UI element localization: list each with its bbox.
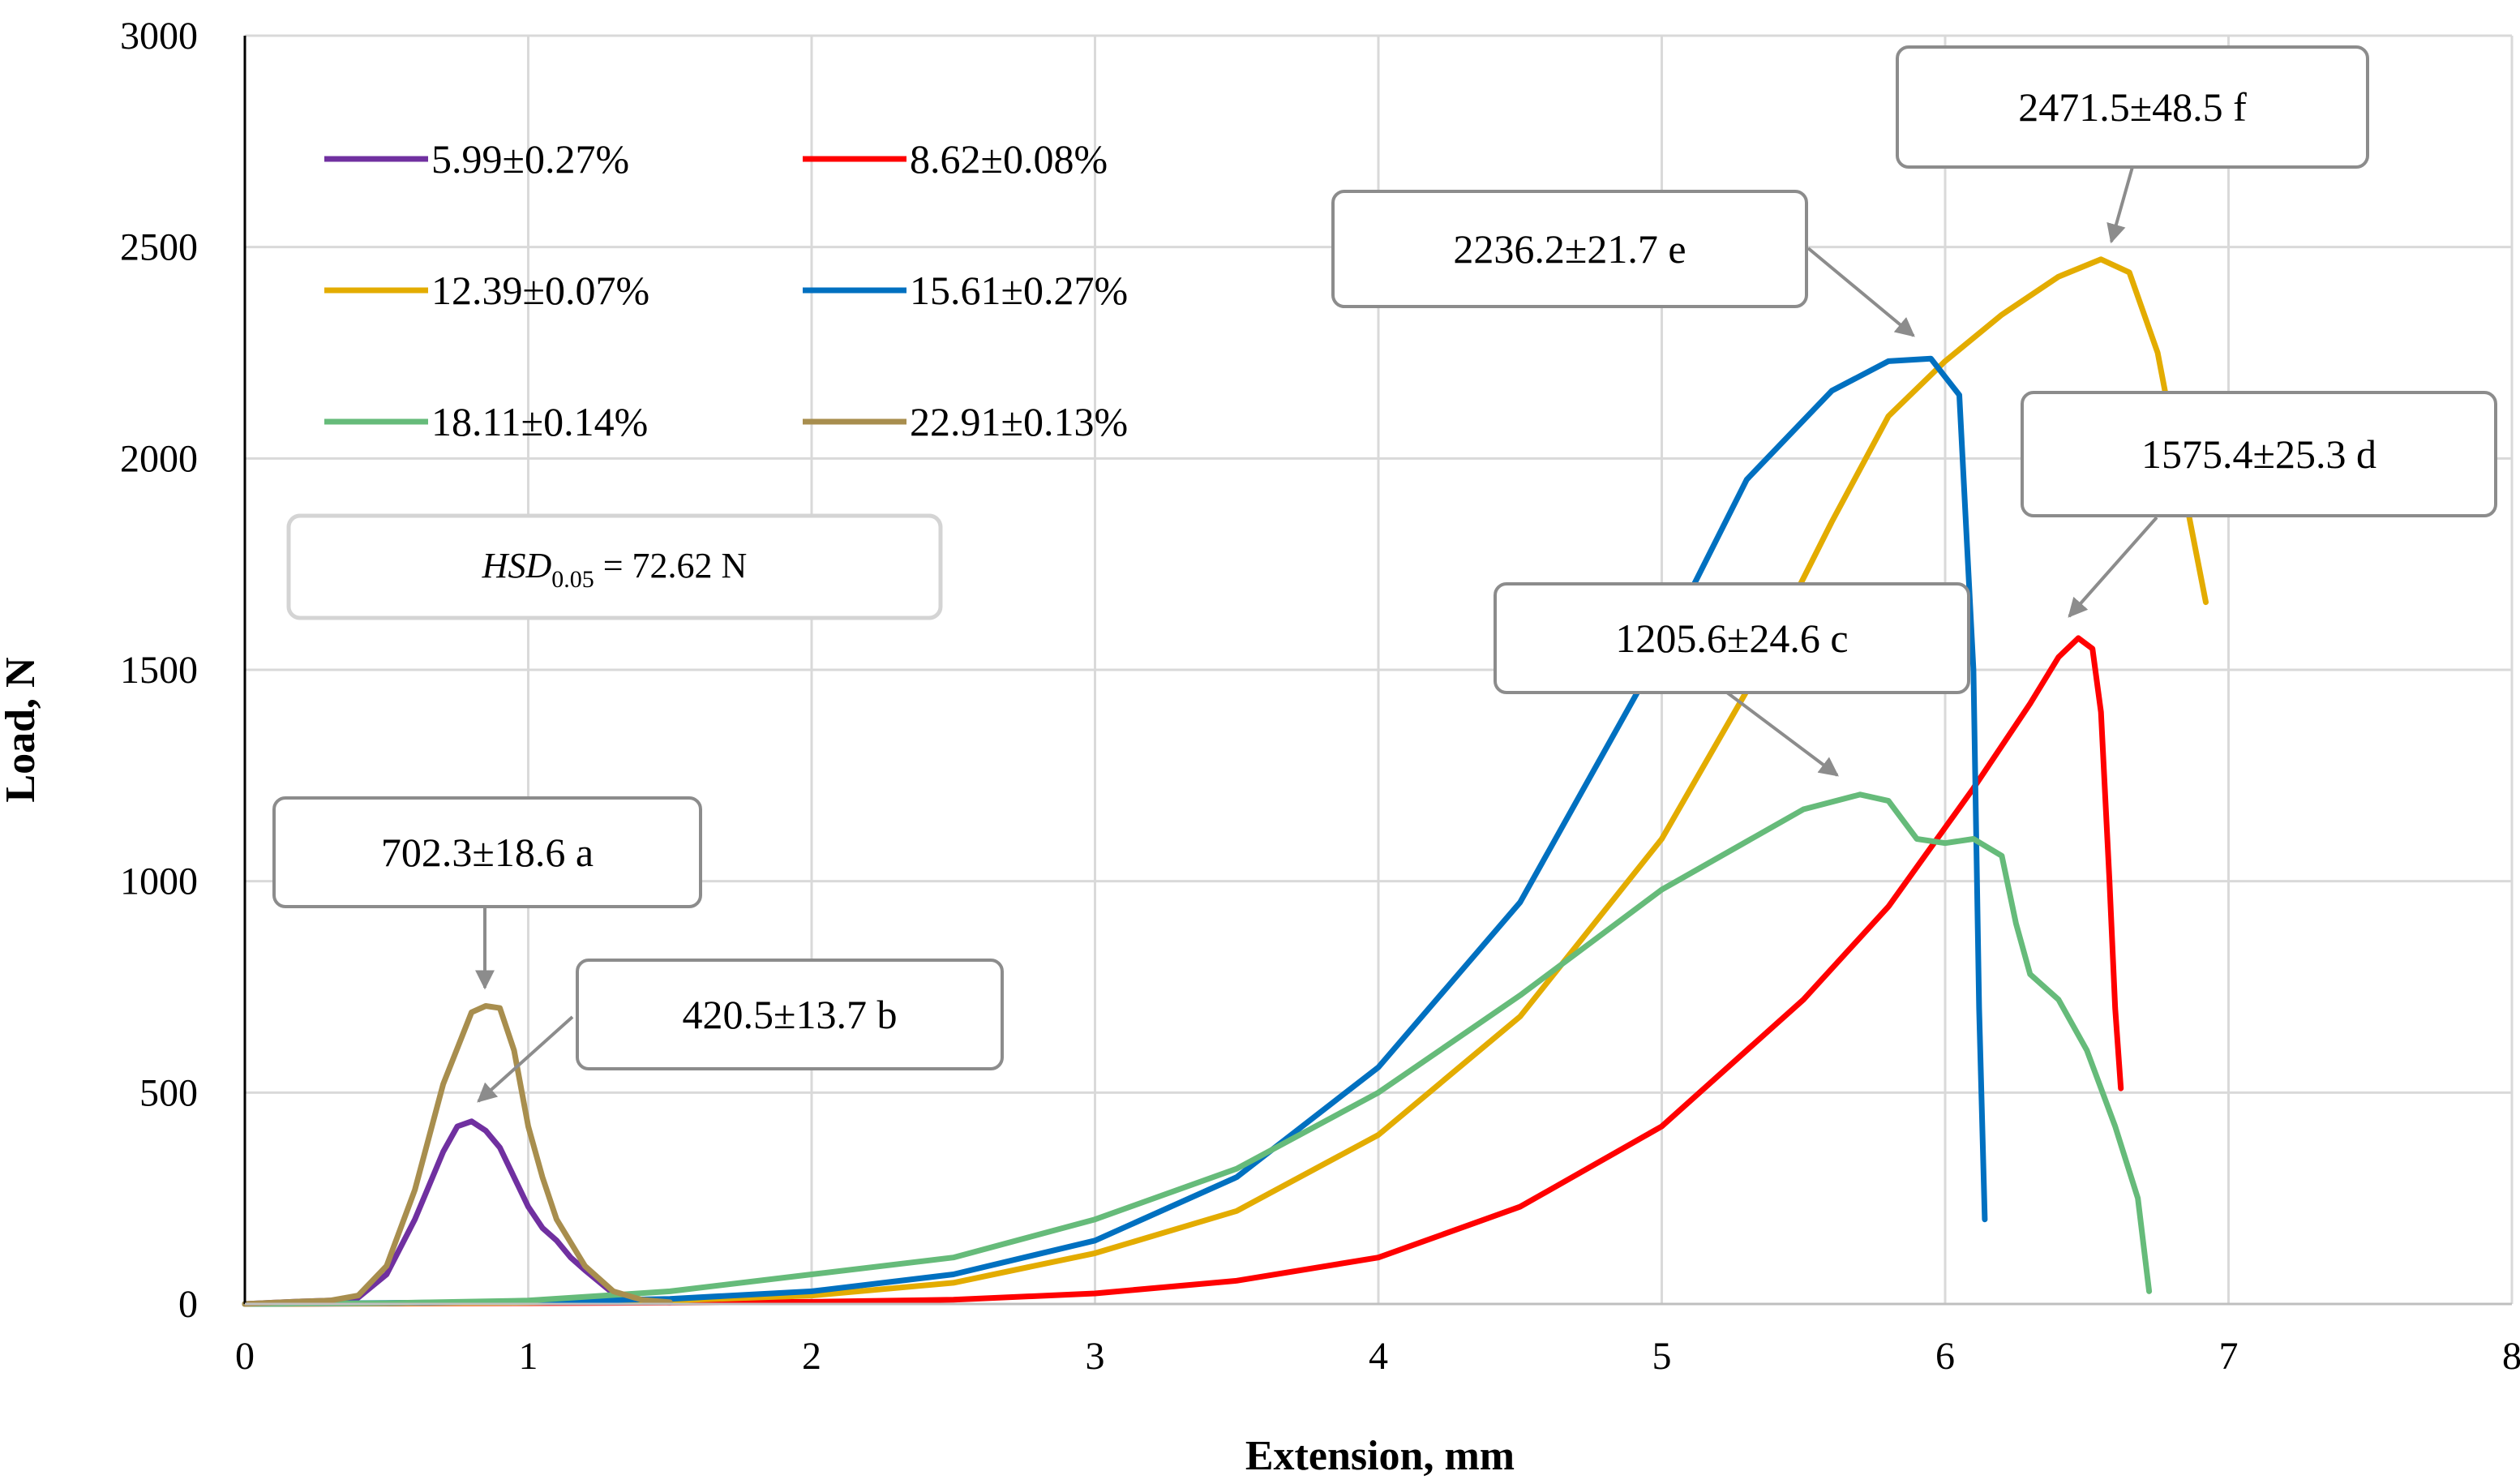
legend-entry: 8.62±0.08% (910, 136, 1108, 182)
legend-entry: 22.91±0.13% (910, 399, 1128, 444)
y-tick-label: 1500 (120, 649, 198, 692)
series-line (242, 1118, 673, 1307)
series-line (242, 1003, 673, 1307)
hsd-subscript: 0.05 (551, 566, 594, 593)
x-tick-label: 2 (802, 1335, 821, 1378)
y-axis-title: Load, N (0, 657, 44, 802)
y-tick-label: 500 (139, 1071, 198, 1114)
hsd-label: HSD0.05 = 72.62 N (482, 546, 748, 593)
legend: 5.99±0.27% 8.62±0.08% 12.39±0.07% 15.61±0.2… (324, 136, 1128, 444)
x-tick-label: 4 (1369, 1335, 1388, 1378)
callout-label: 1575.4±25.3 d (2141, 431, 2376, 477)
callout-label: 2471.5±48.5 f (2018, 84, 2247, 130)
series-line (242, 355, 1988, 1307)
legend-entry: 18.11±0.14% (431, 399, 648, 444)
y-tick-label: 2000 (120, 437, 198, 480)
series-line (242, 791, 2153, 1307)
hsd-label-box: HSD0.05 = 72.62 N (286, 513, 943, 620)
y-tick-label: 0 (178, 1283, 198, 1326)
callout-arrow (477, 1015, 574, 1103)
callout-arrow (2068, 516, 2158, 618)
x-tick-label: 6 (1935, 1335, 1955, 1378)
y-tick-label: 2500 (120, 226, 198, 269)
callout-arrow (1806, 247, 1915, 337)
callout-label: 702.3±18.6 a (381, 830, 594, 875)
axes (243, 36, 2512, 1306)
x-axis-title: Extension, mm (1245, 1433, 1515, 1479)
series-line (242, 635, 2124, 1307)
legend-entry: 15.61±0.27% (910, 268, 1128, 313)
callout-label: 1205.6±24.6 c (1615, 615, 1848, 661)
x-tick-label: 3 (1086, 1335, 1105, 1378)
callout-box (1896, 45, 2369, 169)
callout-arrow (2106, 166, 2134, 244)
callout-box (2021, 391, 2497, 517)
callout-box (272, 796, 702, 908)
callout-box (1494, 582, 1970, 694)
callout-label: 2236.2±21.7 e (1453, 226, 1686, 272)
legend-entry: 12.39±0.07% (431, 268, 649, 313)
callout-label: 420.5±13.7 b (683, 992, 898, 1037)
hsd-prefix: HSD (482, 546, 552, 585)
x-tick-label: 1 (519, 1335, 538, 1378)
legend-entry: 5.99±0.27% (431, 136, 629, 182)
x-tick-label: 0 (235, 1335, 255, 1378)
x-tick-label: 7 (2219, 1335, 2239, 1378)
hsd-suffix: = 72.62 N (594, 546, 748, 585)
annotations: 702.3±18.6 a 420.5±13.7 b 1205.6±24.6 c 157… (272, 45, 2497, 1103)
y-tick-label: 3000 (120, 15, 198, 58)
x-tick-label: 5 (1652, 1335, 1672, 1378)
callout-box (576, 959, 1004, 1070)
callout-arrow (1725, 691, 1839, 777)
callout-box (1331, 190, 1808, 308)
y-tick-label: 1000 (120, 860, 198, 903)
tick-labels: 0 1 2 3 4 5 6 7 8 0 500 1000 1500 2000 2500 3000 (120, 15, 2520, 1378)
x-tick-label: 8 (2502, 1335, 2520, 1378)
